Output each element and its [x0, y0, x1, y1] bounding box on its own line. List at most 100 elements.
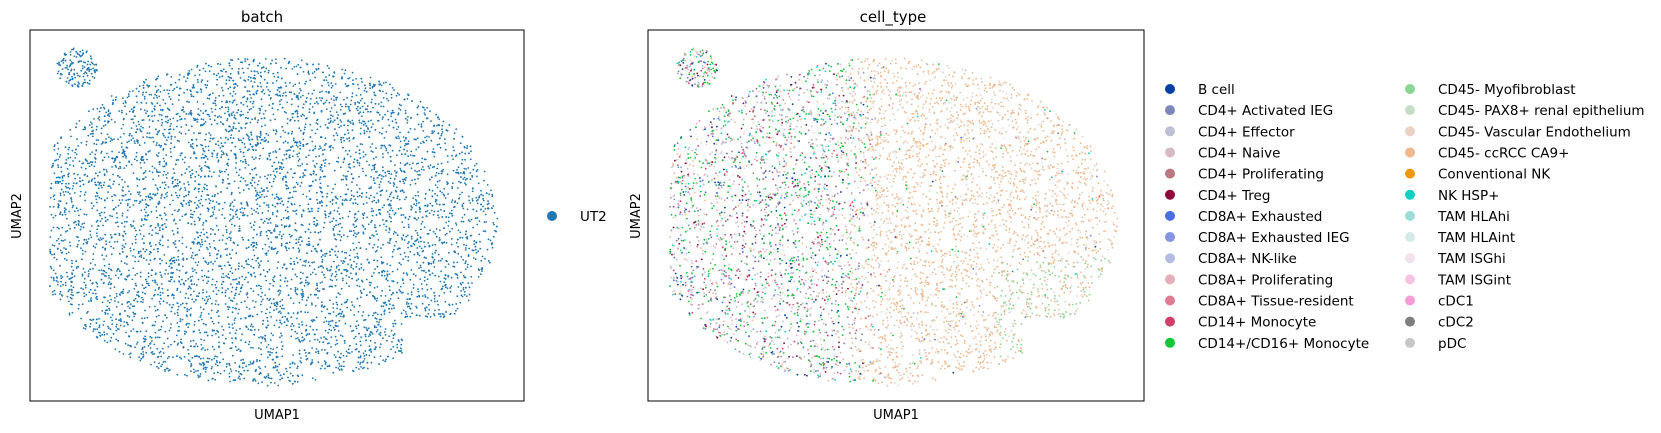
scatter-point [172, 89, 175, 92]
scatter-point [149, 198, 152, 201]
scatter-point [443, 138, 446, 141]
scatter-point [285, 188, 288, 190]
scatter-point [196, 253, 199, 256]
scatter-point [198, 114, 201, 117]
scatter-point [284, 82, 287, 84]
scatter-point [194, 261, 197, 264]
scatter-point [230, 134, 233, 137]
scatter-point [122, 292, 124, 295]
scatter-point [190, 68, 193, 71]
scatter-point [220, 283, 223, 286]
scatter-point [114, 300, 116, 302]
scatter-point [89, 323, 92, 325]
scatter-point [300, 213, 303, 216]
scatter-point [192, 117, 195, 120]
scatter-point [373, 164, 375, 167]
scatter-point [385, 147, 388, 150]
scatter-point [184, 156, 187, 159]
scatter-point [365, 160, 368, 163]
scatter-point [64, 281, 67, 284]
scatter-point [186, 374, 188, 377]
scatter-point [389, 264, 392, 267]
scatter-point [231, 217, 234, 220]
scatter-point [418, 201, 420, 204]
scatter-point [244, 317, 247, 319]
scatter-point [112, 173, 114, 176]
scatter-point [53, 198, 56, 201]
scatter-point [56, 283, 59, 286]
scatter-point [293, 260, 295, 263]
scatter-point [337, 207, 340, 209]
scatter-point [115, 293, 118, 295]
scatter-point [169, 280, 172, 283]
scatter-point [369, 130, 371, 133]
scatter-point [429, 164, 432, 167]
scatter-point [201, 269, 203, 272]
scatter-point [72, 182, 75, 185]
scatter-point [228, 323, 230, 326]
scatter-point [107, 110, 110, 113]
scatter-point [137, 193, 140, 196]
scatter-point [243, 143, 246, 145]
scatter-point [112, 247, 115, 250]
scatter-point [260, 287, 262, 290]
scatter-point [145, 195, 148, 198]
scatter-point [384, 295, 387, 297]
scatter-point [368, 333, 371, 335]
scatter-point [140, 130, 143, 133]
scatter-point [150, 251, 152, 254]
scatter-point [255, 199, 258, 201]
scatter-point [72, 185, 75, 187]
scatter-point [81, 303, 84, 306]
scatter-point [434, 192, 436, 195]
scatter-point [221, 170, 223, 173]
scatter-point [454, 155, 457, 158]
scatter-point [92, 330, 95, 332]
scatter-point [414, 182, 417, 185]
scatter-point [134, 274, 137, 276]
scatter-point [158, 163, 161, 166]
scatter-point [253, 74, 256, 77]
scatter-point [379, 346, 381, 349]
scatter-point [220, 142, 223, 145]
scatter-point [474, 248, 477, 251]
scatter-point [101, 254, 104, 256]
scatter-point [151, 115, 153, 117]
scatter-point [390, 173, 393, 176]
scatter-point [198, 74, 201, 76]
scatter-point [269, 174, 272, 176]
scatter-point [230, 370, 233, 373]
scatter-point [266, 356, 269, 359]
scatter-point [340, 352, 342, 355]
scatter-point [410, 293, 413, 296]
scatter-point [113, 159, 116, 162]
scatter-point [211, 345, 214, 348]
scatter-point [49, 236, 52, 238]
scatter-point [153, 258, 156, 261]
scatter-point [160, 365, 163, 368]
scatter-point [151, 165, 154, 168]
scatter-point [144, 286, 147, 289]
scatter-point [362, 155, 365, 158]
scatter-point [285, 149, 288, 152]
scatter-point [186, 322, 189, 325]
scatter-point [98, 119, 101, 121]
scatter-point [348, 149, 351, 152]
scatter-point [286, 284, 288, 287]
scatter-point [324, 216, 327, 219]
scatter-point [90, 225, 93, 227]
scatter-point [238, 168, 241, 171]
scatter-point [184, 189, 187, 192]
scatter-point [218, 115, 221, 117]
scatter-point [133, 227, 136, 230]
scatter-point [270, 381, 272, 384]
scatter-point [415, 307, 418, 309]
scatter-point [314, 76, 316, 79]
scatter-point [237, 370, 240, 373]
scatter-point [207, 379, 210, 382]
scatter-point [269, 222, 272, 224]
scatter-point [348, 230, 351, 233]
scatter-point [148, 119, 151, 121]
scatter-point [413, 138, 416, 141]
scatter-point [156, 192, 159, 195]
